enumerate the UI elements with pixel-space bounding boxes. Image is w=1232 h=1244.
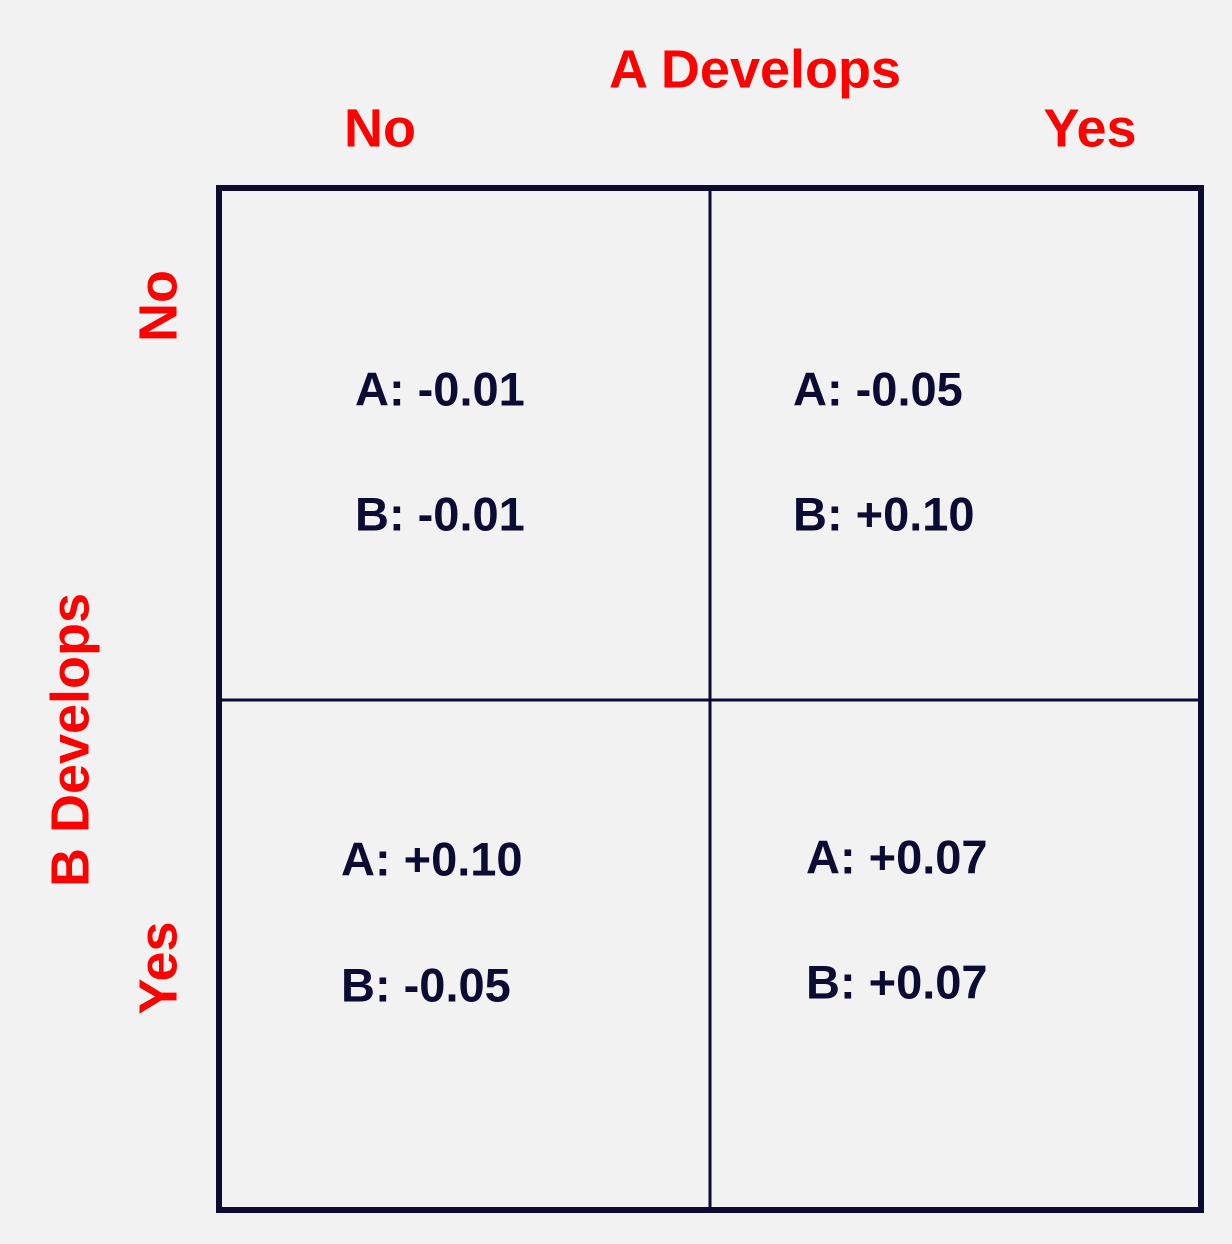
payoff-b: B: +0.07 xyxy=(806,955,988,1008)
payoff-a: A: -0.05 xyxy=(793,362,963,415)
payoff-a: A: +0.07 xyxy=(806,830,988,883)
payoff-b: B: -0.01 xyxy=(355,487,525,540)
payoff-b: B: -0.05 xyxy=(341,958,511,1011)
payoff-b: B: +0.10 xyxy=(793,487,975,540)
column-axis-title: A Develops xyxy=(609,39,901,99)
column-label: Yes xyxy=(1043,98,1136,158)
row-axis-title: B Develops xyxy=(40,593,100,887)
row-label: Yes xyxy=(128,921,188,1014)
row-label: No xyxy=(128,270,188,342)
payoff-a: A: +0.10 xyxy=(341,832,523,885)
column-label: No xyxy=(344,98,416,158)
payoff-a: A: -0.01 xyxy=(355,362,525,415)
